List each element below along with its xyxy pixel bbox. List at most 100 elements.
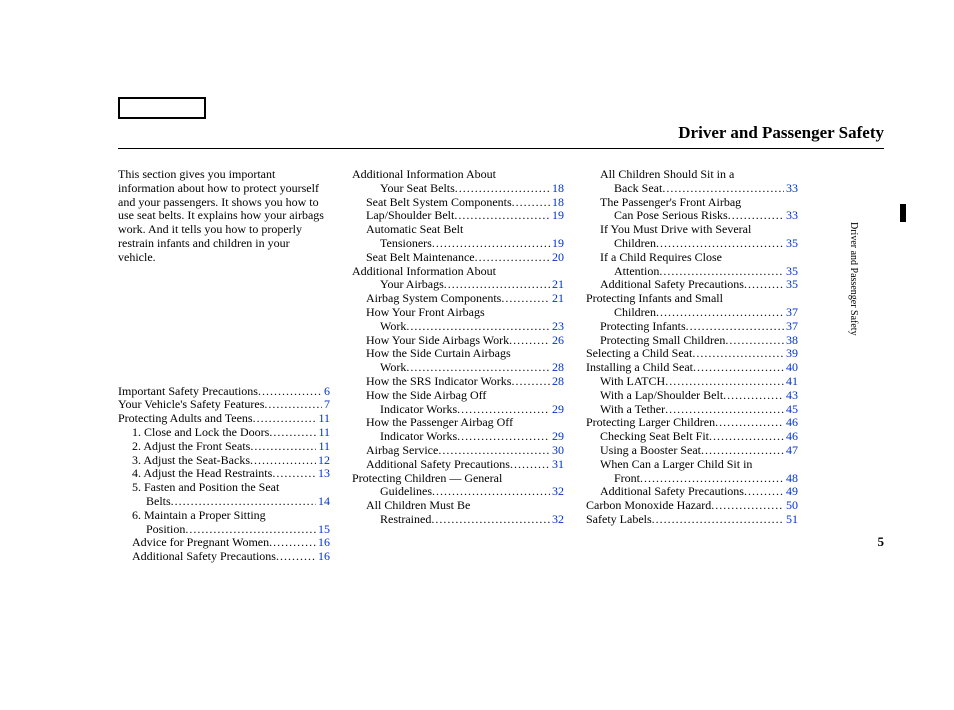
toc-page-link[interactable]: 28	[550, 375, 564, 389]
toc-page-link[interactable]: 20	[550, 251, 564, 265]
toc-label: Your Vehicle's Safety Features	[118, 398, 264, 412]
toc-page-link[interactable]: 35	[784, 237, 798, 251]
toc-label: Lap/Shoulder Belt	[366, 209, 454, 223]
toc-page-link[interactable]: 51	[784, 513, 798, 527]
toc-entry-cont: Back Seat ..............................…	[586, 182, 798, 196]
toc-page-link[interactable]: 35	[784, 278, 798, 292]
toc-page-link[interactable]: 11	[316, 426, 330, 440]
toc-label: Checking Seat Belt Fit	[600, 430, 709, 444]
toc-entry: Protecting Larger Children .............…	[586, 416, 798, 430]
toc-page-link[interactable]: 18	[550, 182, 564, 196]
toc-page-link[interactable]: 38	[784, 334, 798, 348]
toc-entry-cont: Attention ..............................…	[586, 265, 798, 279]
toc-page-link[interactable]: 16	[316, 550, 330, 564]
toc-page-link[interactable]: 40	[784, 361, 798, 375]
toc-page-link[interactable]: 19	[550, 237, 564, 251]
toc-dots: ........................................…	[709, 430, 784, 444]
toc-label: With a Lap/Shoulder Belt	[600, 389, 723, 403]
toc-page-link[interactable]: 16	[316, 536, 330, 550]
toc-entry-cont: Your Seat Belts ........................…	[352, 182, 564, 196]
toc-entry-cont: Children ...............................…	[586, 237, 798, 251]
toc-page-link[interactable]: 19	[550, 209, 564, 223]
toc-label: Indicator Works	[380, 403, 457, 417]
toc-dots: ........................................…	[665, 375, 784, 389]
toc-page-link[interactable]: 15	[316, 523, 330, 537]
toc-page-link[interactable]: 30	[550, 444, 564, 458]
toc-entry: Safety Labels ..........................…	[586, 513, 798, 527]
toc-entry-cont: Guidelines .............................…	[352, 485, 564, 499]
toc-page-link[interactable]: 21	[550, 292, 564, 306]
toc-label: All Children Should Sit in a	[600, 168, 734, 182]
title-rule	[118, 148, 884, 149]
toc-columns: This section gives you important informa…	[118, 168, 798, 564]
toc-dots: ........................................…	[455, 182, 550, 196]
toc-page-link[interactable]: 49	[784, 485, 798, 499]
toc-page-link[interactable]: 23	[550, 320, 564, 334]
toc-entry: Additional Information About	[352, 265, 564, 279]
toc-page-link[interactable]: 46	[784, 416, 798, 430]
header-box	[118, 97, 206, 119]
toc-entry: Selecting a Child Seat .................…	[586, 347, 798, 361]
toc-page-link[interactable]: 13	[316, 467, 330, 481]
toc-page-link[interactable]: 31	[550, 458, 564, 472]
toc-dots: ........................................…	[510, 458, 550, 472]
toc-dots: ........................................…	[744, 278, 784, 292]
toc-label: Back Seat	[614, 182, 662, 196]
toc-label: 5. Fasten and Position the Seat	[132, 481, 279, 495]
toc-list-3: All Children Should Sit in a Back Seat .…	[586, 168, 798, 527]
toc-label: If You Must Drive with Several	[600, 223, 751, 237]
toc-page-link[interactable]: 37	[784, 320, 798, 334]
toc-dots: ........................................…	[454, 209, 550, 223]
toc-entry: 4. Adjust the Head Restraints ..........…	[118, 467, 330, 481]
toc-entry-cont: Your Airbags ...........................…	[352, 278, 564, 292]
toc-page-link[interactable]: 21	[550, 278, 564, 292]
toc-page-link[interactable]: 11	[316, 440, 330, 454]
toc-page-link[interactable]: 6	[322, 385, 330, 399]
toc-dots: ........................................…	[512, 196, 550, 210]
toc-page-link[interactable]: 28	[550, 361, 564, 375]
toc-page-link[interactable]: 18	[550, 196, 564, 210]
toc-page-link[interactable]: 33	[784, 182, 798, 196]
toc-page-link[interactable]: 29	[550, 430, 564, 444]
toc-page-link[interactable]: 29	[550, 403, 564, 417]
side-tab-bar	[900, 204, 906, 222]
toc-page-link[interactable]: 43	[784, 389, 798, 403]
toc-label: Belts	[146, 495, 171, 509]
toc-page-link[interactable]: 35	[784, 265, 798, 279]
toc-page-link[interactable]: 46	[784, 430, 798, 444]
toc-entry: With a Tether ..........................…	[586, 403, 798, 417]
toc-entry: Seat Belt Maintenance ..................…	[352, 251, 564, 265]
toc-entry: How the Side Curtain Airbags	[352, 347, 564, 361]
toc-label: How Your Front Airbags	[366, 306, 485, 320]
toc-label: Additional Safety Precautions	[132, 550, 276, 564]
toc-entry: Advice for Pregnant Women ..............…	[118, 536, 330, 550]
toc-page-link[interactable]: 39	[784, 347, 798, 361]
toc-page-link[interactable]: 32	[550, 513, 564, 527]
toc-page-link[interactable]: 12	[316, 454, 330, 468]
toc-page-link[interactable]: 7	[322, 398, 330, 412]
toc-page-link[interactable]: 37	[784, 306, 798, 320]
toc-page-link[interactable]: 32	[550, 485, 564, 499]
toc-page-link[interactable]: 47	[784, 444, 798, 458]
toc-page-link[interactable]: 33	[784, 209, 798, 223]
toc-label: How Your Side Airbags Work	[366, 334, 509, 348]
toc-label: 2. Adjust the Front Seats	[132, 440, 250, 454]
toc-page-link[interactable]: 45	[784, 403, 798, 417]
toc-list-1: Important Safety Precautions ...........…	[118, 385, 330, 564]
toc-entry: When Can a Larger Child Sit in	[586, 458, 798, 472]
toc-page-link[interactable]: 11	[316, 412, 330, 426]
toc-dots: ........................................…	[276, 550, 316, 564]
toc-page-link[interactable]: 50	[784, 499, 798, 513]
toc-entry-cont: Work ...................................…	[352, 320, 564, 334]
toc-label: Restrained	[380, 513, 431, 527]
toc-dots: ........................................…	[438, 444, 550, 458]
toc-page-link[interactable]: 41	[784, 375, 798, 389]
toc-dots: ........................................…	[171, 495, 316, 509]
toc-label: How the SRS Indicator Works	[366, 375, 511, 389]
toc-page-link[interactable]: 48	[784, 472, 798, 486]
toc-label: Work	[380, 320, 406, 334]
toc-dots: ........................................…	[701, 444, 784, 458]
toc-page-link[interactable]: 26	[550, 334, 564, 348]
toc-dots: ........................................…	[253, 412, 317, 426]
toc-page-link[interactable]: 14	[316, 495, 330, 509]
